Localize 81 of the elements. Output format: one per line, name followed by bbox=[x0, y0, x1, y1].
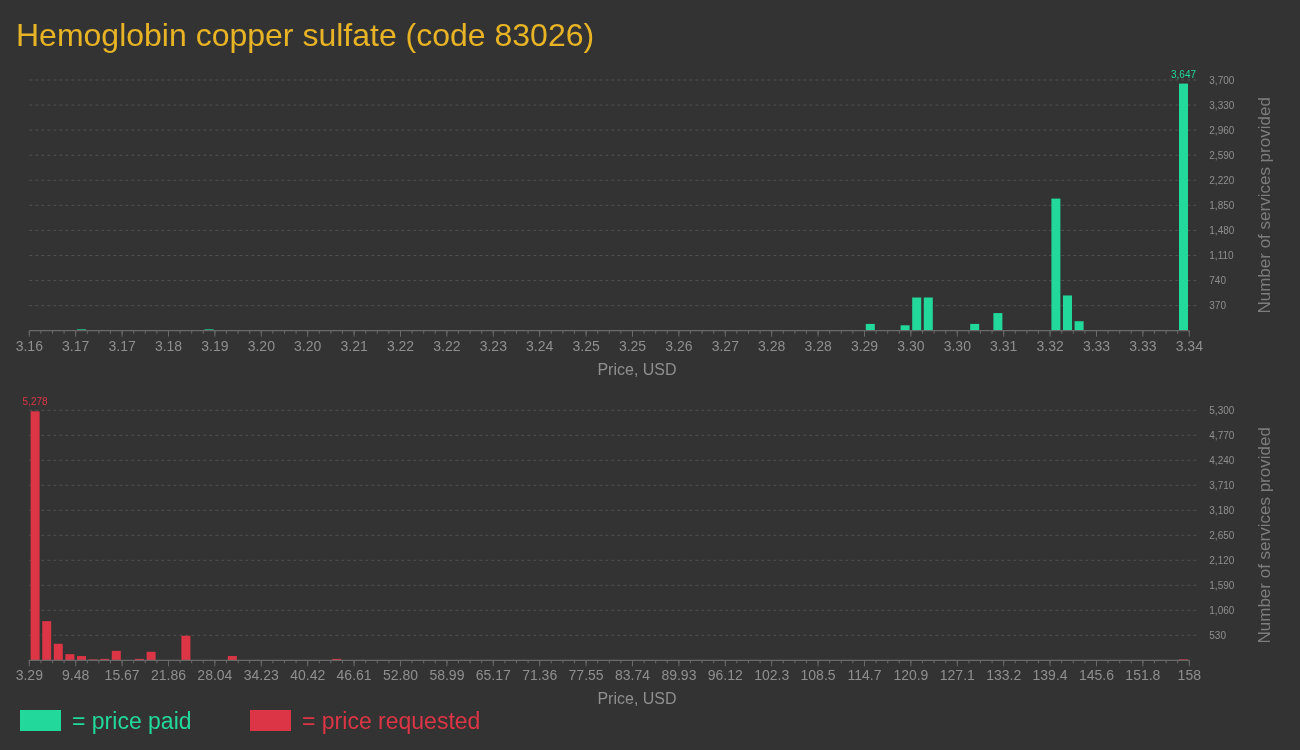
x-tick-label: 3.32 bbox=[1036, 337, 1064, 354]
x-tick-label: 3.16 bbox=[15, 337, 44, 354]
x-tick-label: 3.17 bbox=[62, 337, 90, 354]
x-tick-label: 3.34 bbox=[1175, 337, 1204, 354]
x-tick-label: 3.30 bbox=[897, 337, 925, 354]
y-tick-label: 2,590 bbox=[1209, 149, 1235, 161]
y-axis-title: Number of services provided bbox=[1255, 427, 1274, 644]
y-tick-label: 2,220 bbox=[1209, 174, 1235, 186]
y-tick-label: 2,120 bbox=[1209, 554, 1235, 566]
x-tick-label: 83.74 bbox=[614, 667, 651, 684]
y-axis-title: Number of services provided bbox=[1255, 97, 1274, 314]
y-tick-label: 1,590 bbox=[1209, 579, 1235, 591]
x-tick-label: 3.30 bbox=[943, 337, 972, 354]
x-tick-label: 28.04 bbox=[197, 667, 233, 684]
x-tick-label: 3.25 bbox=[572, 337, 600, 354]
y-tick-label: 1,060 bbox=[1209, 604, 1235, 616]
x-tick-label: 15.67 bbox=[104, 667, 140, 684]
y-tick-label: 740 bbox=[1209, 275, 1227, 287]
x-tick-label: 3.18 bbox=[154, 337, 183, 354]
x-tick-label: 3.24 bbox=[526, 337, 554, 354]
x-tick-label: 9.48 bbox=[62, 667, 90, 684]
x-tick-label: 3.29 bbox=[15, 667, 44, 684]
x-tick-label: 145.6 bbox=[1078, 667, 1115, 684]
x-tick-label: 77.55 bbox=[568, 667, 604, 684]
x-tick-label: 127.1 bbox=[939, 667, 976, 684]
x-tick-label: 52.80 bbox=[383, 667, 419, 684]
x-tick-label: 89.93 bbox=[661, 667, 697, 684]
x-tick-label: 3.33 bbox=[1082, 337, 1111, 354]
chart-title: Hemoglobin copper sulfate (code 83026) bbox=[16, 17, 595, 53]
x-tick-label: 3.22 bbox=[433, 337, 461, 354]
x-tick-label: 3.23 bbox=[479, 337, 508, 354]
y-tick-label: 2,650 bbox=[1209, 529, 1235, 541]
x-tick-label: 46.61 bbox=[336, 667, 372, 684]
x-tick-label: 3.27 bbox=[711, 337, 740, 354]
x-tick-label: 102.3 bbox=[754, 667, 790, 684]
y-tick-label: 4,240 bbox=[1209, 454, 1235, 466]
x-tick-label: 3.31 bbox=[990, 337, 1018, 354]
x-tick-label: 34.23 bbox=[243, 667, 280, 684]
x-tick-label: 65.17 bbox=[475, 667, 511, 684]
y-tick-label: 4,770 bbox=[1209, 429, 1235, 441]
y-tick-label: 1,110 bbox=[1209, 249, 1235, 261]
legend-label: = price paid bbox=[72, 708, 192, 734]
x-tick-label: 3.28 bbox=[758, 337, 786, 354]
x-tick-label: 3.17 bbox=[108, 337, 136, 354]
x-tick-label: 71.36 bbox=[522, 667, 558, 684]
y-tick-label: 530 bbox=[1209, 629, 1227, 641]
x-tick-label: 139.4 bbox=[1032, 667, 1068, 684]
x-tick-label: 3.20 bbox=[247, 337, 276, 354]
x-axis-title: Price, USD bbox=[597, 360, 677, 378]
x-tick-label: 114.7 bbox=[847, 667, 882, 684]
y-tick-label: 1,850 bbox=[1209, 199, 1235, 211]
x-tick-label: 3.26 bbox=[665, 337, 693, 354]
y-tick-label: 3,700 bbox=[1209, 74, 1235, 86]
x-tick-label: 58.99 bbox=[429, 667, 465, 684]
x-tick-label: 3.29 bbox=[850, 337, 879, 354]
x-tick-label: 3.19 bbox=[201, 337, 229, 354]
x-tick-label: 151.8 bbox=[1125, 667, 1161, 684]
x-tick-label: 3.33 bbox=[1129, 337, 1157, 354]
x-tick-label: 3.28 bbox=[804, 337, 832, 354]
x-tick-label: 3.20 bbox=[294, 337, 322, 354]
x-tick-label: 40.42 bbox=[290, 667, 326, 684]
x-tick-label: 120.9 bbox=[893, 667, 929, 684]
y-tick-label: 3,330 bbox=[1209, 99, 1235, 111]
data-label: 3,647 bbox=[1170, 68, 1197, 80]
x-tick-label: 96.12 bbox=[707, 667, 744, 684]
x-tick-label: 133.2 bbox=[986, 667, 1022, 684]
y-tick-label: 2,960 bbox=[1209, 124, 1235, 136]
x-tick-label: 108.5 bbox=[800, 667, 836, 684]
x-tick-label: 3.25 bbox=[618, 337, 647, 354]
x-tick-label: 21.86 bbox=[151, 667, 187, 684]
x-tick-label: 158 bbox=[1177, 667, 1202, 684]
legend-label: = price requested bbox=[302, 708, 481, 734]
y-tick-label: 370 bbox=[1209, 300, 1227, 312]
x-tick-label: 3.22 bbox=[386, 337, 415, 354]
y-tick-label: 5,300 bbox=[1209, 404, 1235, 416]
x-tick-label: 3.21 bbox=[340, 337, 368, 354]
data-label: 5,278 bbox=[22, 396, 49, 408]
x-axis-title: Price, USD bbox=[597, 690, 677, 708]
y-tick-label: 1,480 bbox=[1209, 224, 1235, 236]
y-tick-label: 3,180 bbox=[1209, 504, 1235, 516]
y-tick-label: 3,710 bbox=[1209, 479, 1235, 491]
